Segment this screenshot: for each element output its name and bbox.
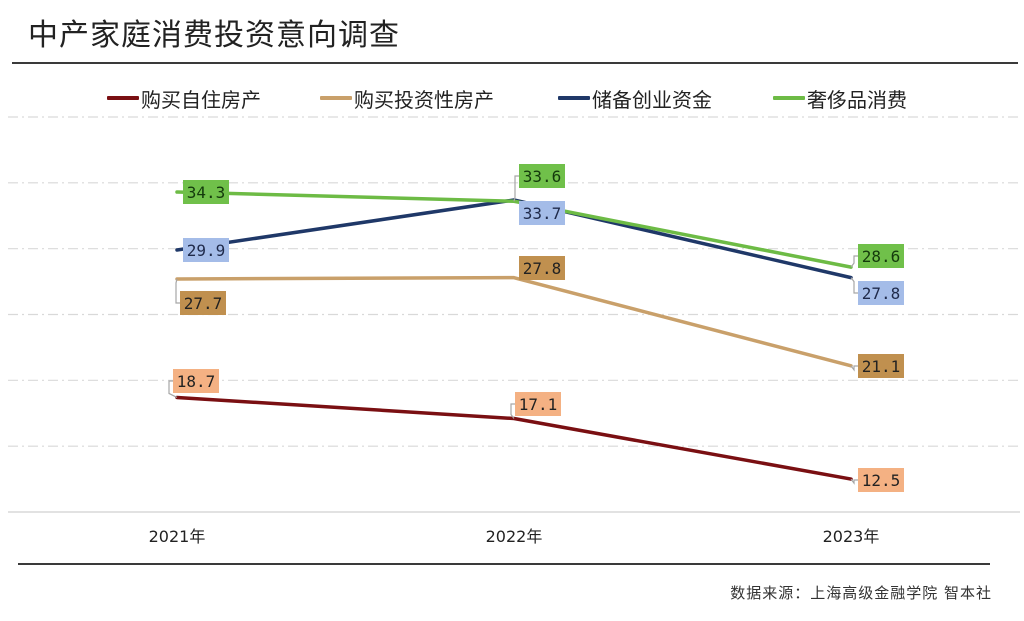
data-label: 28.6	[862, 247, 901, 266]
legend-swatch-investment-housing	[320, 96, 352, 100]
data-label: 18.7	[177, 372, 216, 391]
data-label-box	[858, 281, 904, 305]
x-axis: 2021年 2022年 2023年	[8, 511, 1020, 546]
label-connector	[850, 255, 858, 268]
label-connector	[175, 278, 180, 304]
data-label-box	[183, 180, 229, 204]
data-label: 33.7	[523, 204, 562, 223]
series-line	[175, 198, 853, 280]
data-label: 34.3	[187, 183, 226, 202]
legend-item-startup-funds: 储备创业资金	[558, 84, 712, 112]
data-label: 29.9	[187, 241, 226, 260]
data-labels: 18.7 17.1 12.5 27.7 27.8 21.1 29.9 33.7 27.8 34.3…	[173, 164, 904, 492]
series-line	[175, 395, 853, 481]
data-label: 27.8	[862, 284, 901, 303]
data-label-box	[183, 238, 229, 262]
label-connector	[850, 365, 858, 372]
data-label: 27.7	[184, 294, 223, 313]
data-label-box	[519, 201, 565, 225]
data-label: 33.6	[523, 167, 562, 186]
data-label: 21.1	[862, 357, 901, 376]
legend-label: 购买投资性房产	[354, 87, 494, 112]
label-connector	[513, 175, 519, 202]
label-connectors	[168, 175, 858, 485]
legend-swatch-luxury	[773, 96, 805, 100]
label-connector	[510, 403, 515, 419]
data-label-box	[519, 256, 565, 280]
label-connector	[850, 478, 858, 485]
series-lines	[175, 190, 853, 481]
x-tick-label: 2023年	[823, 527, 880, 546]
title-divider	[12, 62, 1018, 64]
footer-divider	[18, 563, 990, 565]
legend-label: 购买自住房产	[141, 87, 261, 112]
legend: 购买自住房产 购买投资性房产 储备创业资金 奢侈品消费	[0, 84, 1024, 112]
x-tick-label: 2022年	[486, 527, 543, 546]
data-label-box	[858, 244, 904, 268]
legend-swatch-self-housing	[107, 96, 139, 100]
data-label: 27.8	[523, 259, 562, 278]
gridlines	[8, 116, 1020, 447]
data-label-box	[173, 369, 219, 393]
data-label-box	[858, 468, 904, 492]
legend-swatch-startup-funds	[558, 96, 590, 100]
legend-label: 储备创业资金	[592, 87, 712, 112]
label-connector	[168, 380, 178, 398]
data-label: 17.1	[519, 395, 558, 414]
x-tick-label: 2021年	[149, 527, 206, 546]
data-source: 数据来源：上海高级金融学院 智本社	[730, 584, 992, 602]
data-label: 12.5	[862, 471, 901, 490]
series-line	[175, 275, 853, 368]
legend-label: 奢侈品消费	[807, 87, 907, 112]
data-label-box	[515, 392, 561, 416]
data-label-box	[858, 354, 904, 378]
legend-item-investment-housing: 购买投资性房产	[320, 84, 494, 112]
legend-item-self-housing: 购买自住房产	[107, 84, 261, 112]
legend-item-luxury: 奢侈品消费	[773, 84, 907, 112]
chart-title: 中产家庭消费投资意向调查	[28, 18, 400, 53]
data-label-box	[180, 291, 226, 315]
label-connector	[850, 277, 858, 294]
data-label-box	[519, 164, 565, 188]
